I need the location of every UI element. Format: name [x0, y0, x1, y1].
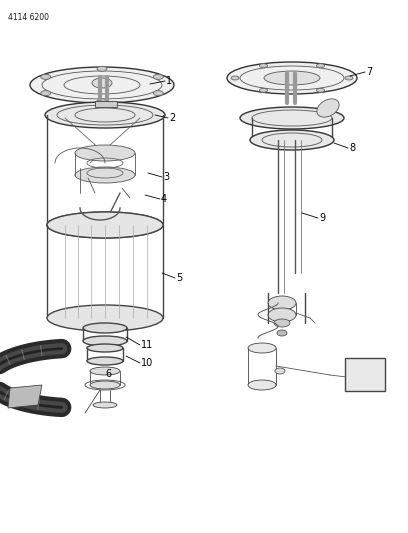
Ellipse shape	[83, 336, 127, 346]
Ellipse shape	[47, 212, 163, 238]
Ellipse shape	[274, 319, 290, 327]
Ellipse shape	[75, 167, 135, 183]
Ellipse shape	[45, 102, 165, 128]
Ellipse shape	[277, 330, 287, 336]
Ellipse shape	[317, 63, 324, 68]
Ellipse shape	[248, 380, 276, 390]
Ellipse shape	[41, 75, 51, 79]
Text: 4: 4	[161, 194, 167, 204]
Polygon shape	[8, 385, 42, 408]
Ellipse shape	[317, 99, 339, 117]
Ellipse shape	[275, 368, 285, 374]
Ellipse shape	[268, 296, 296, 310]
Ellipse shape	[30, 67, 174, 103]
Text: 4114 6200: 4114 6200	[8, 13, 49, 22]
Ellipse shape	[83, 323, 127, 333]
Ellipse shape	[41, 91, 51, 95]
Text: 9: 9	[319, 213, 325, 223]
Ellipse shape	[97, 99, 107, 104]
Ellipse shape	[75, 145, 135, 161]
Text: 5: 5	[176, 273, 182, 283]
Ellipse shape	[90, 381, 120, 389]
Ellipse shape	[90, 367, 120, 375]
Ellipse shape	[47, 212, 163, 238]
Ellipse shape	[97, 66, 107, 71]
Ellipse shape	[259, 88, 268, 92]
Text: 1: 1	[166, 76, 172, 86]
Ellipse shape	[227, 62, 357, 94]
Text: 3: 3	[163, 172, 169, 182]
Text: 10: 10	[141, 358, 153, 368]
Ellipse shape	[268, 308, 296, 322]
Ellipse shape	[259, 63, 268, 68]
Ellipse shape	[47, 305, 163, 331]
Ellipse shape	[87, 357, 123, 365]
Ellipse shape	[93, 402, 117, 408]
Ellipse shape	[231, 76, 239, 80]
Ellipse shape	[248, 343, 276, 353]
Text: 11: 11	[141, 340, 153, 350]
Text: 6: 6	[105, 369, 111, 379]
Ellipse shape	[317, 88, 324, 92]
Text: 8: 8	[349, 143, 355, 153]
Ellipse shape	[345, 76, 353, 80]
Text: 2: 2	[169, 113, 175, 123]
Ellipse shape	[87, 344, 123, 352]
Ellipse shape	[264, 71, 320, 85]
Ellipse shape	[250, 130, 334, 150]
Ellipse shape	[153, 91, 163, 95]
Polygon shape	[345, 358, 385, 391]
Ellipse shape	[92, 78, 112, 88]
Ellipse shape	[240, 107, 344, 129]
Polygon shape	[95, 101, 117, 107]
Text: 7: 7	[366, 67, 372, 77]
Ellipse shape	[153, 75, 163, 79]
